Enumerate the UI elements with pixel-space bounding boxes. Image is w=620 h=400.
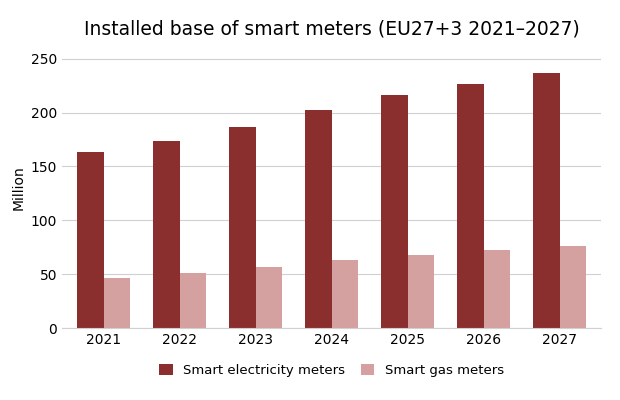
Y-axis label: Million: Million — [11, 166, 25, 210]
Bar — [78, 152, 104, 328]
Legend: Smart electricity meters, Smart gas meters: Smart electricity meters, Smart gas mete… — [159, 364, 504, 378]
Bar — [484, 250, 510, 328]
Bar — [229, 127, 255, 328]
Bar — [305, 110, 332, 328]
Bar — [255, 267, 282, 328]
Bar — [533, 73, 560, 328]
Bar — [560, 246, 586, 328]
Bar — [457, 84, 484, 328]
Title: Installed base of smart meters (EU27+3 2021–2027): Installed base of smart meters (EU27+3 2… — [84, 19, 580, 38]
Bar — [381, 95, 408, 328]
Bar — [180, 273, 206, 328]
Bar — [332, 260, 358, 328]
Bar — [153, 141, 180, 328]
Bar — [104, 278, 130, 328]
Bar — [408, 255, 434, 328]
